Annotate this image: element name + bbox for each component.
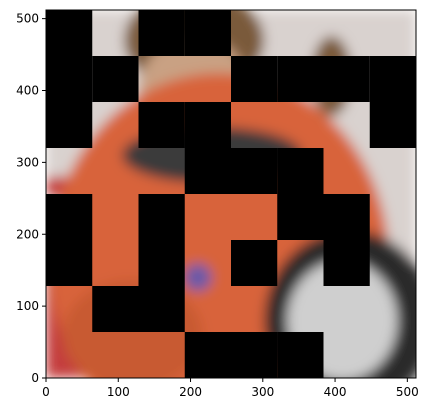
- masked-block: [369, 102, 416, 148]
- masked-block: [46, 102, 93, 148]
- x-tick-label: 200: [179, 385, 202, 399]
- patch: [183, 263, 212, 292]
- y-tick-label: 400: [16, 84, 39, 98]
- masked-block: [46, 194, 93, 240]
- mask-layer: [46, 10, 416, 378]
- y-tick-label: 300: [16, 155, 39, 169]
- masked-block: [369, 56, 416, 102]
- masked-block: [277, 56, 324, 102]
- masked-block: [46, 10, 93, 56]
- x-tick-label: 500: [396, 385, 419, 399]
- masked-block: [138, 194, 185, 240]
- y-tick-label: 200: [16, 227, 39, 241]
- masked-block: [231, 240, 278, 286]
- masked-block: [231, 56, 278, 102]
- masked-block: [323, 194, 370, 240]
- axes-frame: [45, 9, 417, 379]
- masked-block: [184, 332, 231, 378]
- x-tick-label: 0: [42, 385, 50, 399]
- masked-block: [92, 286, 139, 332]
- y-tick-label: 100: [16, 299, 39, 313]
- masked-block: [92, 56, 139, 102]
- x-tick-label: 400: [324, 385, 347, 399]
- masked-block: [323, 56, 370, 102]
- masked-block: [277, 332, 324, 378]
- y-tick-label: 500: [16, 12, 39, 26]
- masked-block: [138, 10, 185, 56]
- masked-block: [277, 148, 324, 194]
- masked-block: [138, 240, 185, 286]
- masked-block: [231, 332, 278, 378]
- masked-block: [231, 148, 278, 194]
- masked-block: [184, 102, 231, 148]
- masked-block: [184, 10, 231, 56]
- masked-block: [138, 286, 185, 332]
- x-tick-label: 300: [251, 385, 274, 399]
- masked-block: [46, 56, 93, 102]
- masked-block: [138, 102, 185, 148]
- y-axis: 0 100 200 300 400 500: [16, 12, 46, 385]
- masked-block: [277, 194, 324, 240]
- x-tick-label: 100: [107, 385, 130, 399]
- masked-block: [46, 240, 93, 286]
- y-tick-label: 0: [31, 371, 39, 385]
- masked-block: [184, 148, 231, 194]
- x-axis: 0 100 200 300 400 500: [42, 378, 419, 399]
- masked-block: [323, 240, 370, 286]
